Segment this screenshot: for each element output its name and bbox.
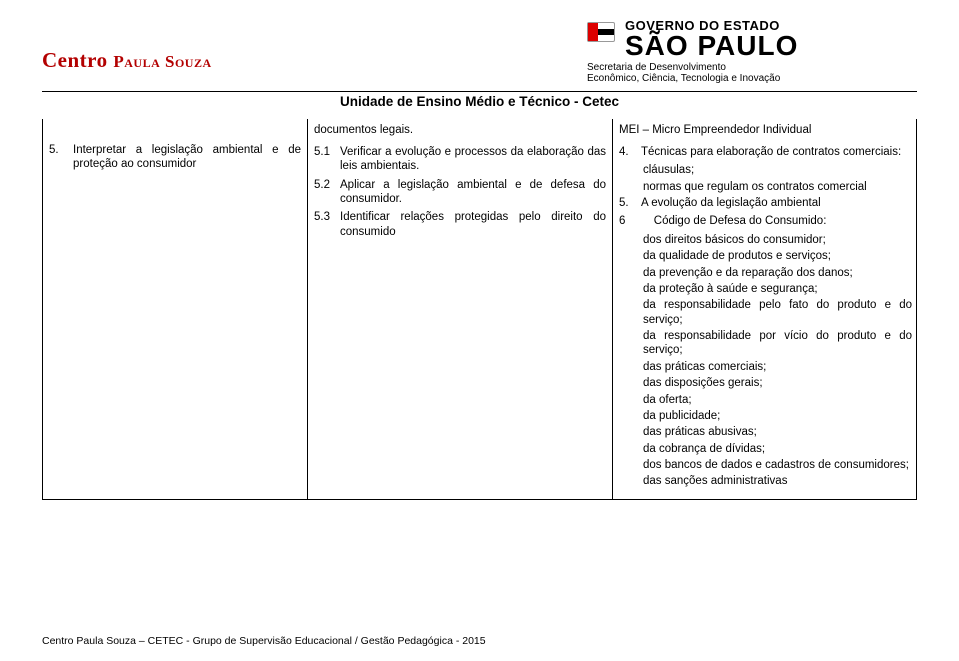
list-item: cláusulas; <box>643 163 912 177</box>
document-page: Centro Paula Souza GOVERNO DO ESTADO SÃO… <box>0 0 959 661</box>
unidade-title: Unidade de Ensino Médio e Técnico - Cete… <box>42 94 917 109</box>
item-text: Aplicar a legislação ambiental e de defe… <box>340 178 606 207</box>
logo-text-big: Centro <box>42 48 113 72</box>
list-item: dos direitos básicos do consumidor; <box>643 233 912 247</box>
footer-text: Centro Paula Souza – CETEC - Grupo de Su… <box>42 635 486 647</box>
gov-line2: SÃO PAULO <box>625 33 798 60</box>
item-number: 5. <box>49 143 63 172</box>
col3-block-5: 5. A evolução da legislação ambiental <box>619 196 912 212</box>
logo-text-small: Paula Souza <box>113 52 211 71</box>
block-head: 6 Código de Defesa do Consumido: <box>619 214 912 230</box>
col2-item-53: 5.3 Identificar relações protegidas pelo… <box>314 210 606 241</box>
item-number: 5.2 <box>314 178 330 207</box>
sp-logo-top: GOVERNO DO ESTADO SÃO PAULO <box>587 18 917 60</box>
list-item: da cobrança de dívidas; <box>643 442 912 456</box>
spacer <box>619 139 912 143</box>
block-head: 4. Técnicas para elaboração de contratos… <box>619 145 912 161</box>
list-item: da responsabilidade pelo fato do produto… <box>643 298 912 327</box>
list-item: normas que regulam os contratos comercia… <box>643 180 912 194</box>
documentos-legais: documentos legais. <box>314 123 606 137</box>
item-text: Verificar a evolução e processos da elab… <box>340 145 606 174</box>
list-item: das práticas comerciais; <box>643 360 912 374</box>
list-item: da qualidade de produtos e serviços; <box>643 249 912 263</box>
list-item: das disposições gerais; <box>643 376 912 390</box>
item-number: 6 <box>619 214 631 228</box>
item-number: 5. <box>619 196 631 210</box>
header-divider <box>42 91 917 92</box>
item-text: A evolução da legislação ambiental <box>641 196 821 210</box>
header-logos: Centro Paula Souza GOVERNO DO ESTADO SÃO… <box>42 18 917 85</box>
secretaria-label: Secretaria de Desenvolvimento Econômico,… <box>587 62 917 85</box>
col2-item-51: 5.1 Verificar a evolução e processos da … <box>314 145 606 176</box>
block-title: Técnicas para elaboração de contratos co… <box>641 146 901 158</box>
col3-block-6: 6 Código de Defesa do Consumido: dos dir… <box>619 214 912 488</box>
centro-paula-souza-logo: Centro Paula Souza <box>42 48 212 73</box>
col3-block-4: 4. Técnicas para elaboração de contratos… <box>619 145 912 194</box>
item-text: Interpretar a legislação ambiental e de … <box>73 143 301 172</box>
content-table: 5. Interpretar a legislação ambiental e … <box>42 119 917 500</box>
list-item: da prevenção e da reparação dos danos; <box>643 266 912 280</box>
item-text: Identificar relações protegidas pelo dir… <box>340 210 606 239</box>
item-text: Código de Defesa do Consumido: <box>641 214 826 228</box>
list-item: da publicidade; <box>643 409 912 423</box>
governo-sp-logo: GOVERNO DO ESTADO SÃO PAULO Secretaria d… <box>587 18 917 85</box>
gov-text: GOVERNO DO ESTADO SÃO PAULO <box>625 18 798 60</box>
table-col-1: 5. Interpretar a legislação ambiental e … <box>43 119 308 499</box>
spacer <box>49 123 301 141</box>
item-text: Técnicas para elaboração de contratos co… <box>641 145 901 159</box>
block-head: 5. A evolução da legislação ambiental <box>619 196 912 212</box>
secretaria-line2: Econômico, Ciência, Tecnologia e Inovaçã… <box>587 73 917 85</box>
item-number: 4. <box>619 145 631 159</box>
col2-item-52: 5.2 Aplicar a legislação ambiental e de … <box>314 178 606 209</box>
secretaria-line1: Secretaria de Desenvolvimento <box>587 62 917 74</box>
block6-sublist: dos direitos básicos do consumidor; da qu… <box>619 233 912 489</box>
sp-flag-icon <box>587 22 615 42</box>
spacer <box>314 139 606 143</box>
list-item: da proteção à saúde e segurança; <box>643 282 912 296</box>
list-item: da responsabilidade por vício do produto… <box>643 329 912 358</box>
block4-sublist: cláusulas; normas que regulam os contrat… <box>619 163 912 194</box>
item-number: 5.1 <box>314 145 330 174</box>
table-col-2: documentos legais. 5.1 Verificar a evolu… <box>308 119 613 499</box>
list-item: da oferta; <box>643 393 912 407</box>
table-col-3: MEI – Micro Empreendedor Individual 4. T… <box>613 119 918 499</box>
list-item: das sanções administrativas <box>643 474 912 488</box>
item-number: 5.3 <box>314 210 330 239</box>
mei-line: MEI – Micro Empreendedor Individual <box>619 123 912 137</box>
list-item: das práticas abusivas; <box>643 425 912 439</box>
col1-item-5: 5. Interpretar a legislação ambiental e … <box>49 143 301 174</box>
list-item: dos bancos de dados e cadastros de consu… <box>643 458 912 472</box>
